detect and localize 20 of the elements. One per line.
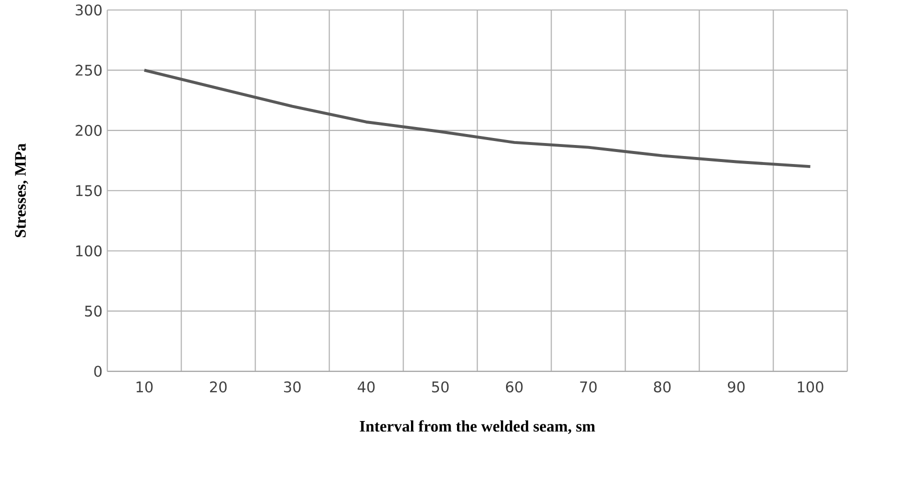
y-tick-label: 50: [85, 305, 102, 317]
y-axis-title: Stresses, MPa: [15, 143, 28, 238]
y-tick-label: 0: [94, 366, 102, 377]
x-tick-label: 80: [654, 381, 671, 392]
y-tick-label: 250: [76, 64, 102, 76]
x-tick-label: 40: [358, 381, 375, 392]
y-tick-label: 300: [76, 4, 102, 16]
x-tick-label: 30: [284, 381, 301, 392]
x-tick-label: 70: [580, 381, 597, 392]
y-tick-label: 150: [76, 185, 102, 196]
x-tick-label: 10: [136, 381, 153, 392]
x-tick-label: 20: [210, 381, 227, 392]
x-tick-label: 100: [798, 381, 824, 392]
x-tick-label: 50: [432, 381, 449, 392]
y-tick-label: 200: [76, 124, 102, 136]
x-tick-label: 60: [506, 381, 523, 392]
y-tick-label: 100: [76, 245, 102, 256]
x-axis-title: Interval from the welded seam, sm: [360, 420, 596, 434]
x-tick-label: 90: [728, 381, 745, 392]
line-series: [142, 68, 812, 168]
